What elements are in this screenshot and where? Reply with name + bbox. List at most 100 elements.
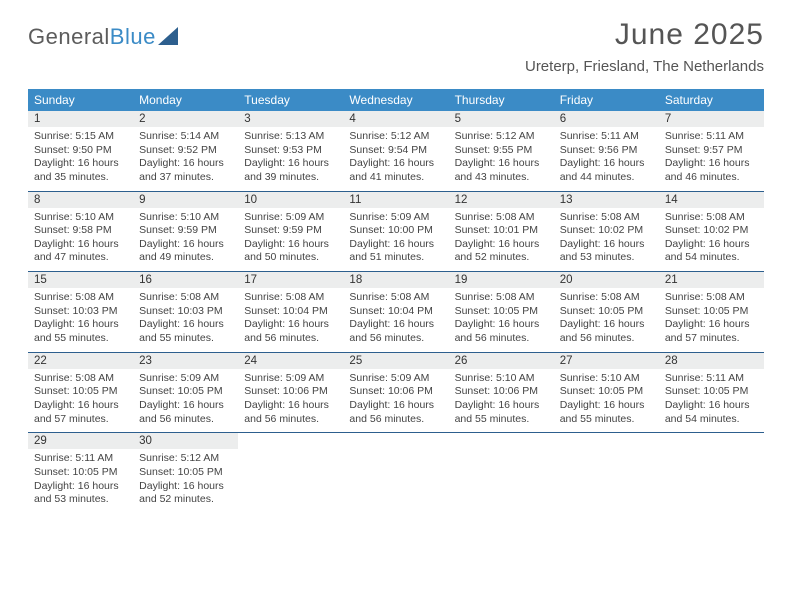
sunrise-line: Sunrise: 5:08 AM [665,291,758,305]
day-details: Sunrise: 5:09 AMSunset: 10:05 PMDaylight… [133,369,238,433]
sunset-line: Sunset: 10:00 PM [349,224,442,238]
calendar-cell: 5Sunrise: 5:12 AMSunset: 9:55 PMDaylight… [449,111,554,191]
sunrise-line: Sunrise: 5:12 AM [349,130,442,144]
calendar-cell: 2Sunrise: 5:14 AMSunset: 9:52 PMDaylight… [133,111,238,191]
day-number: 25 [343,353,448,369]
sunrise-line: Sunrise: 5:09 AM [349,372,442,386]
calendar-cell: 20Sunrise: 5:08 AMSunset: 10:05 PMDaylig… [554,272,659,352]
day-details: Sunrise: 5:11 AMSunset: 9:56 PMDaylight:… [554,127,659,191]
sunset-line: Sunset: 10:05 PM [665,385,758,399]
sunrise-line: Sunrise: 5:11 AM [665,130,758,144]
day-details: Sunrise: 5:10 AMSunset: 9:58 PMDaylight:… [28,208,133,272]
day-details: Sunrise: 5:11 AMSunset: 10:05 PMDaylight… [28,449,133,513]
daylight-line: Daylight: 16 hours and 53 minutes. [34,480,127,507]
sunset-line: Sunset: 10:05 PM [34,385,127,399]
weekday-label: Friday [554,89,659,111]
sunrise-line: Sunrise: 5:11 AM [665,372,758,386]
day-number: 19 [449,272,554,288]
day-details: Sunrise: 5:08 AMSunset: 10:01 PMDaylight… [449,208,554,272]
day-number: 10 [238,192,343,208]
sunrise-line: Sunrise: 5:08 AM [560,211,653,225]
sunset-line: Sunset: 9:58 PM [34,224,127,238]
calendar-cell: 15Sunrise: 5:08 AMSunset: 10:03 PMDaylig… [28,272,133,352]
sunset-line: Sunset: 10:05 PM [560,305,653,319]
calendar-cell: 16Sunrise: 5:08 AMSunset: 10:03 PMDaylig… [133,272,238,352]
calendar-cell: 14Sunrise: 5:08 AMSunset: 10:02 PMDaylig… [659,192,764,272]
calendar-cell: 9Sunrise: 5:10 AMSunset: 9:59 PMDaylight… [133,192,238,272]
day-details: Sunrise: 5:09 AMSunset: 10:06 PMDaylight… [238,369,343,433]
day-details: Sunrise: 5:10 AMSunset: 10:05 PMDaylight… [554,369,659,433]
sunset-line: Sunset: 9:54 PM [349,144,442,158]
calendar-week: 8Sunrise: 5:10 AMSunset: 9:58 PMDaylight… [28,192,764,273]
weeks-container: 1Sunrise: 5:15 AMSunset: 9:50 PMDaylight… [28,111,764,513]
calendar-cell: 19Sunrise: 5:08 AMSunset: 10:05 PMDaylig… [449,272,554,352]
logo-sail-icon [158,27,178,45]
day-details: Sunrise: 5:08 AMSunset: 10:05 PMDaylight… [659,288,764,352]
daylight-line: Daylight: 16 hours and 51 minutes. [349,238,442,265]
calendar-cell: 29Sunrise: 5:11 AMSunset: 10:05 PMDaylig… [28,433,133,513]
daylight-line: Daylight: 16 hours and 56 minutes. [244,318,337,345]
day-details: Sunrise: 5:09 AMSunset: 10:06 PMDaylight… [343,369,448,433]
day-details: Sunrise: 5:09 AMSunset: 9:59 PMDaylight:… [238,208,343,272]
weekday-label: Saturday [659,89,764,111]
calendar-cell: 12Sunrise: 5:08 AMSunset: 10:01 PMDaylig… [449,192,554,272]
daylight-line: Daylight: 16 hours and 56 minutes. [560,318,653,345]
daylight-line: Daylight: 16 hours and 57 minutes. [665,318,758,345]
daylight-line: Daylight: 16 hours and 56 minutes. [139,399,232,426]
day-details: Sunrise: 5:15 AMSunset: 9:50 PMDaylight:… [28,127,133,191]
sunset-line: Sunset: 10:05 PM [139,385,232,399]
sunset-line: Sunset: 10:05 PM [455,305,548,319]
sunrise-line: Sunrise: 5:08 AM [349,291,442,305]
sunrise-line: Sunrise: 5:14 AM [139,130,232,144]
calendar-cell [554,433,659,513]
daylight-line: Daylight: 16 hours and 37 minutes. [139,157,232,184]
day-number: 29 [28,433,133,449]
sunset-line: Sunset: 10:04 PM [244,305,337,319]
logo: GeneralBlue [28,18,178,50]
calendar-cell: 27Sunrise: 5:10 AMSunset: 10:05 PMDaylig… [554,353,659,433]
sunrise-line: Sunrise: 5:09 AM [139,372,232,386]
day-number: 26 [449,353,554,369]
daylight-line: Daylight: 16 hours and 55 minutes. [560,399,653,426]
sunrise-line: Sunrise: 5:09 AM [349,211,442,225]
daylight-line: Daylight: 16 hours and 50 minutes. [244,238,337,265]
calendar-cell: 11Sunrise: 5:09 AMSunset: 10:00 PMDaylig… [343,192,448,272]
day-details: Sunrise: 5:12 AMSunset: 9:54 PMDaylight:… [343,127,448,191]
weekday-label: Tuesday [238,89,343,111]
sunrise-line: Sunrise: 5:09 AM [244,372,337,386]
day-details: Sunrise: 5:08 AMSunset: 10:05 PMDaylight… [449,288,554,352]
daylight-line: Daylight: 16 hours and 46 minutes. [665,157,758,184]
calendar-week: 15Sunrise: 5:08 AMSunset: 10:03 PMDaylig… [28,272,764,353]
day-details: Sunrise: 5:11 AMSunset: 10:05 PMDaylight… [659,369,764,433]
sunrise-line: Sunrise: 5:15 AM [34,130,127,144]
day-details: Sunrise: 5:10 AMSunset: 9:59 PMDaylight:… [133,208,238,272]
day-details: Sunrise: 5:08 AMSunset: 10:05 PMDaylight… [554,288,659,352]
daylight-line: Daylight: 16 hours and 55 minutes. [139,318,232,345]
day-details: Sunrise: 5:08 AMSunset: 10:03 PMDaylight… [28,288,133,352]
day-details: Sunrise: 5:08 AMSunset: 10:04 PMDaylight… [343,288,448,352]
daylight-line: Daylight: 16 hours and 44 minutes. [560,157,653,184]
sunset-line: Sunset: 10:03 PM [139,305,232,319]
sunset-line: Sunset: 10:06 PM [455,385,548,399]
weekday-header: SundayMondayTuesdayWednesdayThursdayFrid… [28,89,764,111]
day-number: 17 [238,272,343,288]
calendar-cell: 25Sunrise: 5:09 AMSunset: 10:06 PMDaylig… [343,353,448,433]
sunset-line: Sunset: 10:06 PM [244,385,337,399]
calendar-cell [238,433,343,513]
calendar-cell: 13Sunrise: 5:08 AMSunset: 10:02 PMDaylig… [554,192,659,272]
daylight-line: Daylight: 16 hours and 55 minutes. [455,399,548,426]
calendar-cell: 22Sunrise: 5:08 AMSunset: 10:05 PMDaylig… [28,353,133,433]
sunrise-line: Sunrise: 5:08 AM [244,291,337,305]
sunrise-line: Sunrise: 5:10 AM [455,372,548,386]
day-details: Sunrise: 5:12 AMSunset: 9:55 PMDaylight:… [449,127,554,191]
daylight-line: Daylight: 16 hours and 56 minutes. [349,399,442,426]
calendar-cell: 24Sunrise: 5:09 AMSunset: 10:06 PMDaylig… [238,353,343,433]
calendar-week: 1Sunrise: 5:15 AMSunset: 9:50 PMDaylight… [28,111,764,192]
sunrise-line: Sunrise: 5:10 AM [560,372,653,386]
sunset-line: Sunset: 10:05 PM [560,385,653,399]
calendar-cell: 6Sunrise: 5:11 AMSunset: 9:56 PMDaylight… [554,111,659,191]
day-details: Sunrise: 5:10 AMSunset: 10:06 PMDaylight… [449,369,554,433]
daylight-line: Daylight: 16 hours and 39 minutes. [244,157,337,184]
sunset-line: Sunset: 10:05 PM [34,466,127,480]
logo-word1: General [28,24,110,49]
